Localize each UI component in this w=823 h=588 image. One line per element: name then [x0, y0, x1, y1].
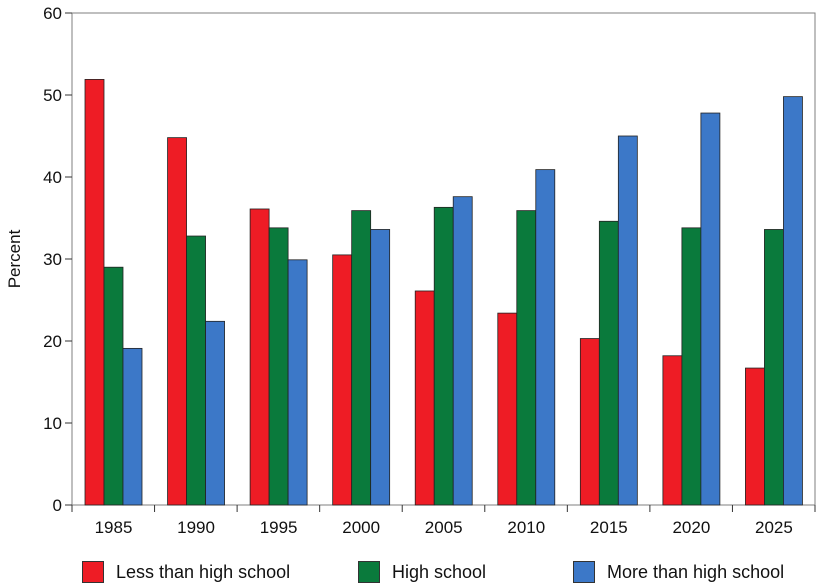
- bar-more-than-high-school-2015: [617, 135, 638, 506]
- x-tick-label: 2000: [342, 518, 380, 537]
- legend: Less than high school High school More t…: [0, 556, 823, 588]
- y-tick-label: 0: [53, 496, 62, 515]
- legend-swatch-red: [82, 561, 104, 583]
- x-tick-label: 1990: [177, 518, 215, 537]
- bar-more-than-high-school-2020: [700, 112, 721, 506]
- x-axis: 1985 1990 1995 2000 2005 2010 2015 2020 2025: [71, 505, 816, 537]
- y-tick-label: 10: [43, 414, 62, 433]
- bar-less-than-high-school-1995: [249, 208, 270, 506]
- y-tick-label: 30: [43, 250, 62, 269]
- bar-high-school-2005: [433, 206, 454, 506]
- bar-less-than-high-school-2010: [497, 312, 518, 506]
- bar-less-than-high-school-2005: [414, 290, 435, 506]
- y-tick-label: 60: [43, 4, 62, 23]
- legend-item-high-school: High school: [358, 560, 486, 584]
- bar-more-than-high-school-1985: [122, 347, 143, 506]
- x-tick-label: 2010: [507, 518, 545, 537]
- bar-chart: 0 10 20 30 40 50 60 1985 1990 1995 2000 2005 2010 20…: [5, 4, 816, 537]
- x-tick-label: 1985: [95, 518, 133, 537]
- bar-more-than-high-school-2000: [370, 229, 391, 506]
- x-tick-label: 2005: [425, 518, 463, 537]
- bar-more-than-high-school-1995: [287, 259, 308, 506]
- x-tick-label: 2020: [672, 518, 710, 537]
- bar-high-school-2010: [516, 210, 537, 506]
- bar-high-school-2000: [351, 210, 372, 506]
- legend-label: High school: [392, 561, 487, 582]
- y-tick-label: 50: [43, 86, 62, 105]
- y-tick-label: 40: [43, 168, 62, 187]
- bar-more-than-high-school-1990: [205, 320, 225, 506]
- bar-less-than-high-school-2020: [662, 355, 683, 506]
- legend-label: Less than high school: [116, 561, 291, 582]
- x-tick-label: 2015: [590, 518, 628, 537]
- y-tick-label: 20: [43, 332, 62, 351]
- bar-more-than-high-school-2025: [783, 96, 803, 506]
- bars-group: [84, 79, 803, 506]
- bar-more-than-high-school-2005: [452, 196, 473, 506]
- bar-less-than-high-school-1985: [84, 79, 105, 506]
- legend-swatch-green: [358, 561, 380, 583]
- bar-less-than-high-school-2000: [332, 254, 353, 506]
- bar-high-school-2020: [681, 227, 702, 506]
- y-axis-title: Percent: [5, 229, 24, 288]
- legend-item-more-than-high-school: More than high school: [573, 560, 784, 584]
- bar-high-school-1985: [103, 266, 124, 506]
- x-tick-label: 1995: [260, 518, 298, 537]
- bar-less-than-high-school-1990: [167, 137, 187, 506]
- bar-high-school-1990: [186, 235, 206, 506]
- bar-less-than-high-school-2025: [745, 367, 765, 506]
- x-tick-label: 2025: [755, 518, 793, 537]
- bar-less-than-high-school-2015: [579, 338, 600, 506]
- legend-swatch-blue: [573, 561, 595, 583]
- legend-item-less-than-high-school: Less than high school: [82, 560, 290, 584]
- bar-more-than-high-school-2010: [535, 169, 556, 506]
- bar-high-school-2015: [598, 220, 619, 506]
- bar-high-school-1995: [268, 227, 289, 506]
- y-axis: 0 10 20 30 40 50 60: [43, 4, 72, 515]
- legend-label: More than high school: [607, 561, 785, 582]
- bar-high-school-2025: [764, 229, 784, 506]
